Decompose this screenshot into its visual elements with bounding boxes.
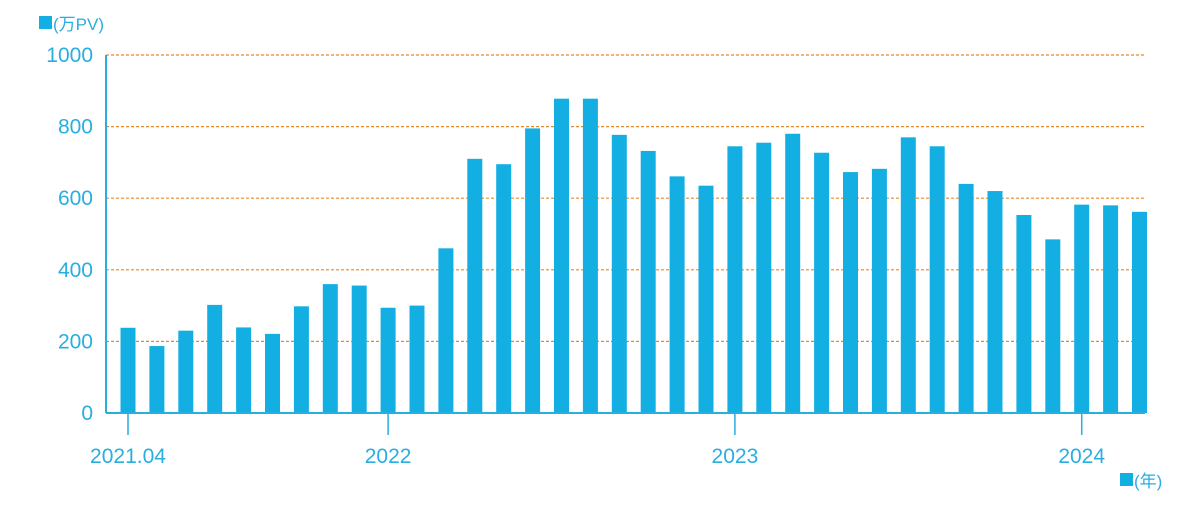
bar <box>958 183 974 413</box>
y-axis-unit-label: (万PV) <box>39 15 104 34</box>
bar <box>380 307 396 413</box>
bar <box>496 164 512 413</box>
bar <box>727 146 743 414</box>
bar <box>351 285 367 413</box>
bar <box>265 333 280 413</box>
bar <box>929 146 945 414</box>
x-tick-label: 2022 <box>365 445 412 468</box>
bar <box>1045 239 1061 413</box>
bar <box>236 327 252 413</box>
bar <box>1132 211 1147 413</box>
y-tick-label: 400 <box>58 259 93 282</box>
bar <box>149 346 165 413</box>
y-tick-label: 200 <box>58 330 93 353</box>
x-axis-tick-labels: 2021.04 2022 2023 2024 <box>90 413 1105 468</box>
bar <box>669 176 685 413</box>
x-tick-label: 2024 <box>1058 445 1105 468</box>
bar <box>756 142 772 413</box>
bar <box>582 98 598 414</box>
bar <box>814 152 830 413</box>
bar <box>871 168 887 413</box>
bar <box>843 172 858 413</box>
bar <box>1074 204 1090 413</box>
y-tick-label: 0 <box>81 402 93 425</box>
x-tick-label: 2023 <box>712 445 759 468</box>
bar <box>525 128 541 413</box>
bar <box>467 158 483 413</box>
bar <box>178 330 194 413</box>
bar <box>785 133 801 413</box>
y-axis-tick-labels: 0 200 400 600 800 1000 <box>46 44 93 425</box>
x-axis-unit-label: (年) <box>1120 472 1162 491</box>
bar <box>409 305 425 413</box>
y-tick-label: 600 <box>58 187 93 210</box>
bar <box>293 306 309 413</box>
bar <box>698 185 714 413</box>
bar <box>900 137 916 413</box>
bar <box>207 304 223 413</box>
legend-square-icon <box>1120 473 1133 486</box>
bar <box>322 284 338 413</box>
legend-square-icon <box>39 16 52 29</box>
y-axis-unit-text: (万PV) <box>53 15 104 34</box>
bars <box>120 98 1147 414</box>
bar <box>120 327 136 413</box>
bar <box>611 134 627 414</box>
x-tick-label: 2021.04 <box>90 445 166 468</box>
bar <box>987 191 1003 413</box>
y-tick-label: 800 <box>58 116 93 139</box>
y-tick-label: 1000 <box>46 44 93 67</box>
bar <box>1016 215 1032 413</box>
bar <box>640 150 656 413</box>
x-axis-unit-text: (年) <box>1134 472 1162 491</box>
bar <box>554 98 569 414</box>
bar <box>1103 205 1119 413</box>
bar <box>438 248 454 413</box>
